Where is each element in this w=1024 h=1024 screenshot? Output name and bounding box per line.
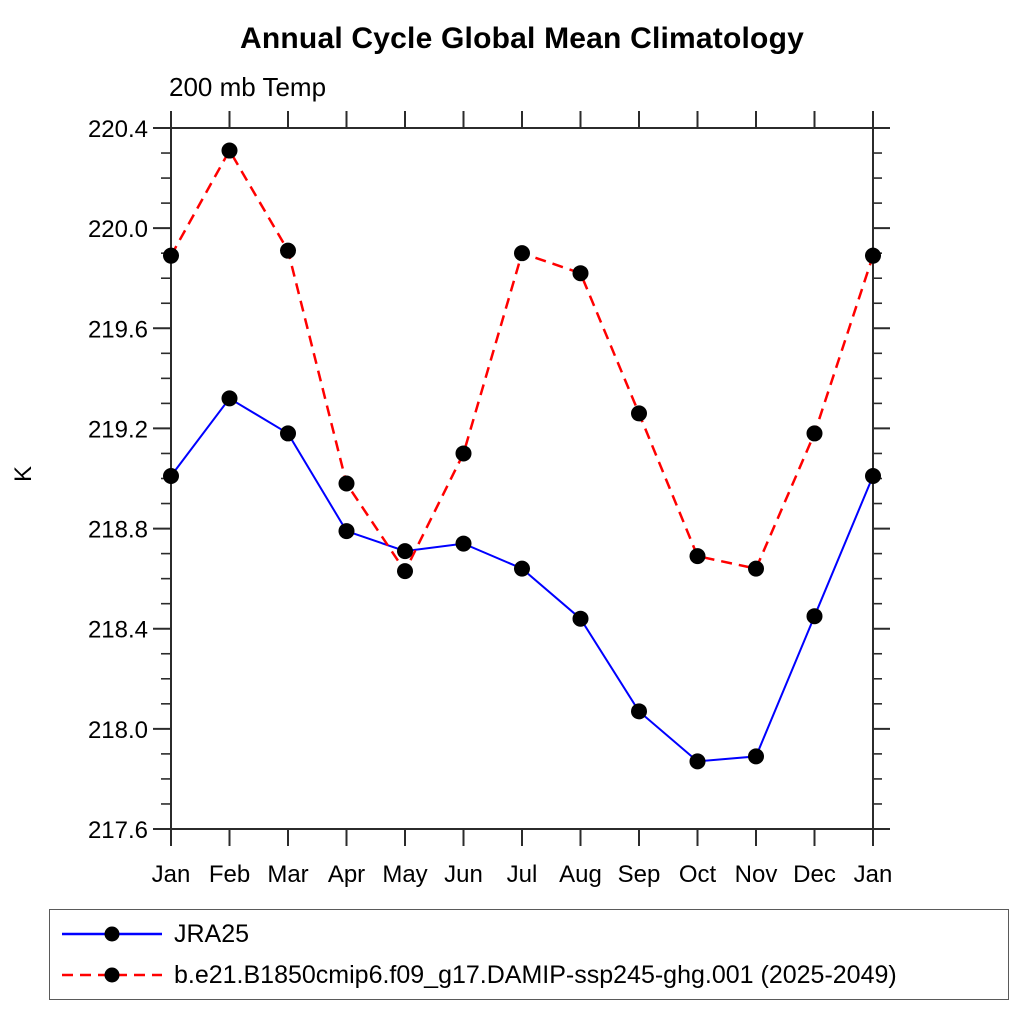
chart-subtitle: 200 mb Temp — [169, 72, 327, 102]
legend-label-model-run: b.e21.B1850cmip6.f09_g17.DAMIP-ssp245-gh… — [174, 960, 897, 989]
data-point-marker — [221, 142, 238, 159]
y-tick-label: 220.0 — [88, 216, 148, 243]
data-point-marker — [689, 548, 706, 565]
data-point-marker — [338, 475, 355, 492]
series-line-0 — [170, 397, 874, 763]
data-point-marker — [221, 390, 238, 407]
data-point-marker — [163, 247, 179, 264]
x-tick-label: Oct — [679, 861, 717, 888]
legend-item-jra25: JRA25 — [56, 917, 1008, 951]
data-point-marker — [748, 560, 764, 577]
legend-dashed-line-marker-icon — [62, 967, 162, 983]
plot-frame — [170, 127, 874, 830]
y-tick-label: 218.8 — [88, 517, 148, 544]
x-tick-label: Aug — [559, 861, 602, 888]
x-tick-label: Apr — [328, 861, 365, 888]
x-tick-label: Jun — [444, 861, 483, 888]
y-tick-label: 219.6 — [88, 316, 148, 343]
data-point-marker — [280, 242, 296, 259]
data-point-marker — [455, 535, 472, 552]
y-tick-label: 218.4 — [88, 617, 148, 644]
y-tick-label: 218.0 — [88, 717, 148, 744]
y-tick-label: 217.6 — [88, 817, 148, 844]
data-point-marker — [748, 748, 764, 765]
x-tick-label: Jan — [854, 861, 893, 888]
x-tick-label: Jan — [152, 861, 191, 888]
data-point-marker — [572, 610, 589, 627]
data-point-marker — [631, 703, 647, 720]
x-tick-label: Jul — [507, 861, 538, 888]
data-point-marker — [280, 425, 296, 442]
data-point-marker — [865, 247, 881, 264]
y-tick-label: 220.4 — [88, 116, 148, 143]
series-line-1 — [169, 148, 875, 574]
y-tick-label: 219.2 — [88, 416, 148, 443]
x-tick-label: Feb — [209, 861, 250, 888]
x-tick-label: Dec — [793, 861, 836, 888]
legend-label-jra25: JRA25 — [174, 919, 250, 948]
data-point-marker — [689, 753, 706, 770]
x-tick-label: Nov — [735, 861, 778, 888]
legend-item-model-run: b.e21.B1850cmip6.f09_g17.DAMIP-ssp245-gh… — [56, 958, 1008, 992]
data-point-marker — [397, 563, 413, 580]
legend: JRA25 b.e21.B1850cmip6.f09_g17.DAMIP-ssp… — [49, 909, 1009, 1000]
data-point-marker — [806, 425, 823, 442]
data-point-marker — [514, 245, 530, 262]
x-tick-label: Mar — [267, 861, 308, 888]
data-point-marker — [572, 265, 589, 282]
data-point-marker — [397, 543, 413, 560]
data-point-marker — [338, 523, 355, 540]
x-tick-label: Sep — [618, 861, 661, 888]
chart-title: Annual Cycle Global Mean Climatology — [240, 22, 804, 55]
x-tick-label: May — [382, 861, 427, 888]
data-point-marker — [514, 560, 530, 577]
data-point-marker — [631, 405, 647, 422]
data-point-marker — [806, 608, 823, 625]
data-point-marker — [865, 467, 881, 484]
data-point-marker — [455, 445, 472, 462]
legend-solid-line-marker-icon — [62, 926, 162, 942]
data-point-marker — [163, 467, 179, 484]
